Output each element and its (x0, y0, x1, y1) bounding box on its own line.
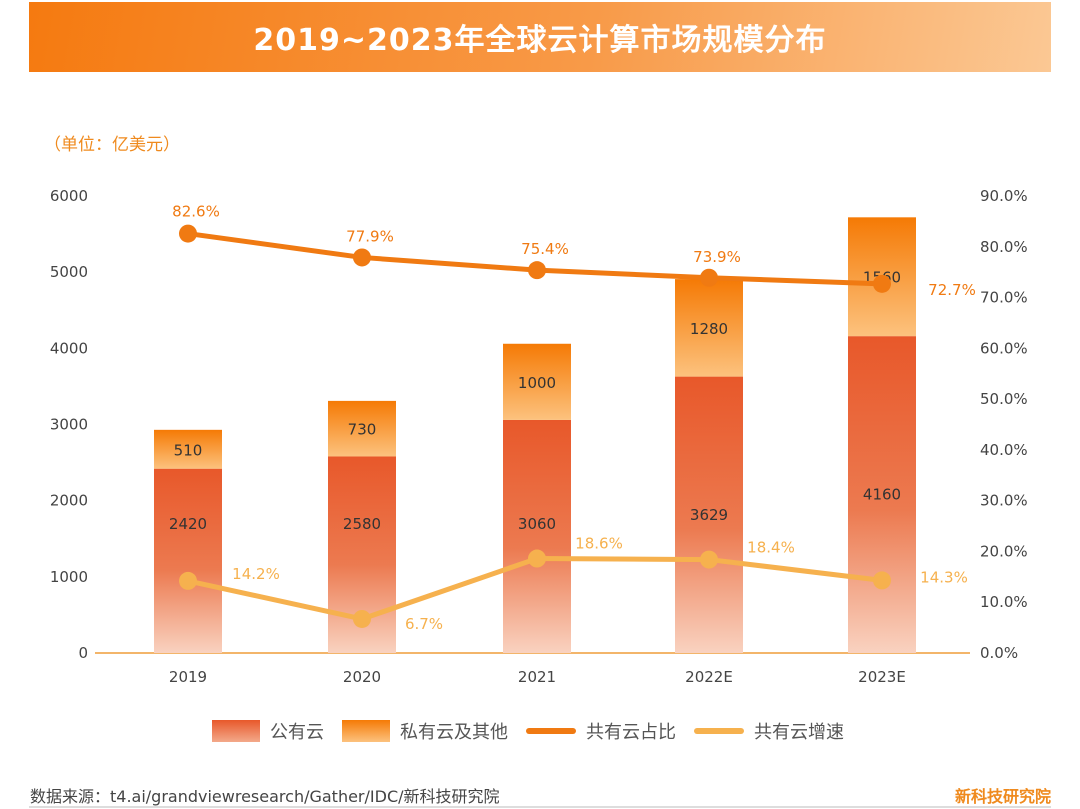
growth-point (700, 550, 718, 569)
legend-label: 公有云 (270, 722, 324, 743)
share-data-label: 73.9% (693, 248, 741, 266)
bar-label-private: 1280 (690, 320, 728, 338)
y-left-tick-label: 6000 (50, 187, 88, 205)
legend-swatch (342, 720, 390, 742)
y-right-tick-label: 50.0% (980, 390, 1028, 408)
x-tick-label: 2021 (518, 668, 556, 686)
legend-item-share: 共有云占比 (526, 718, 676, 744)
growth-point (528, 549, 546, 568)
bar-private (328, 400, 396, 457)
bar-label-public: 2580 (343, 515, 381, 533)
y-left-tick-label: 1000 (50, 568, 88, 586)
legend-label: 私有云及其他 (400, 722, 508, 743)
share-point (353, 248, 371, 267)
bar-label-private: 510 (174, 441, 203, 459)
growth-data-label: 14.3% (920, 568, 968, 586)
growth-point (353, 609, 371, 628)
brand-label: 新科技研究院 (954, 787, 1051, 806)
share-point (873, 274, 891, 293)
growth-point (179, 571, 197, 590)
x-tick-label: 2020 (343, 668, 381, 686)
growth-data-label: 6.7% (405, 615, 443, 633)
y-right-tick-label: 40.0% (980, 441, 1028, 459)
growth-data-label: 18.6% (575, 535, 623, 553)
legend: 公有云 私有云及其他 共有云占比 共有云增速 (212, 718, 852, 744)
x-tick-label: 2023E (858, 668, 906, 686)
share-data-label: 72.7% (928, 281, 976, 299)
legend-item-growth: 共有云增速 (694, 718, 844, 744)
legend-label: 共有云增速 (754, 722, 844, 743)
bar-private (154, 429, 222, 469)
y-left-tick-label: 3000 (50, 416, 88, 434)
y-right-tick-label: 30.0% (980, 492, 1028, 510)
unit-label: （单位：亿美元） (44, 135, 180, 155)
y-left-tick-label: 2000 (50, 492, 88, 510)
bar-public (848, 336, 916, 653)
y-right-tick-label: 60.0% (980, 339, 1028, 357)
bar-label-private: 1000 (518, 374, 556, 392)
y-left-tick-label: 0 (78, 644, 88, 662)
footer-divider (29, 806, 1051, 808)
share-point (179, 224, 197, 243)
bar-label-public: 2420 (169, 515, 207, 533)
y-left-tick-label: 5000 (50, 263, 88, 281)
bar-public (503, 419, 571, 653)
bar-label-public: 4160 (863, 486, 901, 504)
legend-item-private: 私有云及其他 (342, 718, 508, 744)
y-right-tick-label: 10.0% (980, 593, 1028, 611)
y-right-tick-label: 70.0% (980, 289, 1028, 307)
y-right-tick-label: 20.0% (980, 542, 1028, 560)
bar-label-private: 730 (348, 421, 377, 439)
legend-swatch (212, 720, 260, 742)
bar-public (154, 468, 222, 653)
x-tick-label: 2022E (685, 668, 733, 686)
y-right-tick-label: 80.0% (980, 238, 1028, 256)
growth-point (873, 571, 891, 590)
share-data-label: 82.6% (172, 203, 220, 221)
title-banner: 2019~2023年全球云计算市场规模分布 (29, 2, 1051, 72)
legend-line (526, 728, 576, 734)
chart-title: 2019~2023年全球云计算市场规模分布 (253, 23, 827, 58)
y-right-tick-label: 90.0% (980, 187, 1028, 205)
bar-private (675, 279, 743, 377)
bar-private (503, 343, 571, 420)
legend-line (694, 728, 744, 734)
bar-public (675, 376, 743, 653)
x-tick-label: 2019 (169, 668, 207, 686)
share-point (528, 261, 546, 280)
legend-label: 共有云占比 (586, 722, 676, 743)
legend-item-public: 公有云 (212, 718, 324, 744)
share-data-label: 77.9% (346, 227, 394, 245)
bar-label-public: 3629 (690, 506, 728, 524)
bar-label-public: 3060 (518, 515, 556, 533)
source-note: 数据来源：t4.ai/grandviewresearch/Gather/IDC/… (30, 787, 500, 806)
share-data-label: 75.4% (521, 240, 569, 258)
y-left-tick-label: 4000 (50, 339, 88, 357)
growth-data-label: 18.4% (747, 539, 795, 557)
growth-data-label: 14.2% (232, 565, 280, 583)
share-point (700, 268, 718, 287)
y-right-tick-label: 0.0% (980, 644, 1018, 662)
